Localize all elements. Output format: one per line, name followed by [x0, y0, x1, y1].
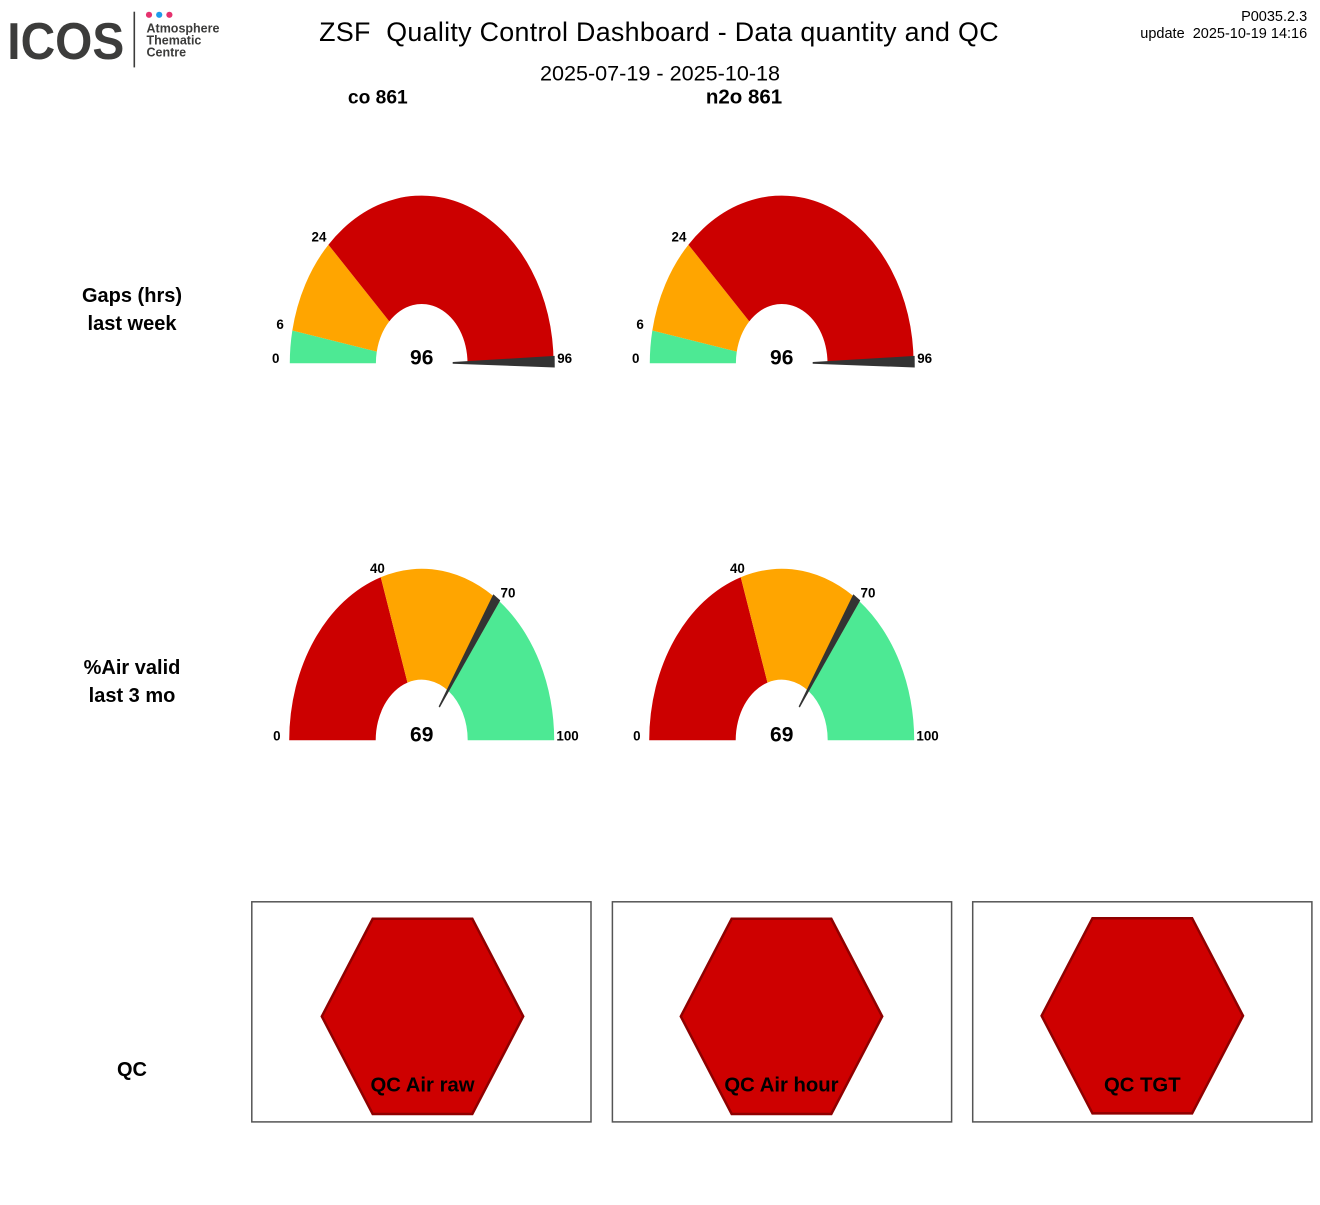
svg-text:last week: last week — [88, 313, 178, 335]
svg-text:69: 69 — [770, 723, 793, 746]
svg-text:0: 0 — [632, 351, 639, 366]
svg-text:ZSF Quality Control Dashboard: ZSF Quality Control Dashboard - Data qua… — [319, 17, 999, 47]
svg-text:co 861: co 861 — [348, 88, 408, 109]
svg-text:70: 70 — [501, 586, 516, 601]
svg-text:Thematic: Thematic — [147, 34, 202, 48]
svg-text:24: 24 — [312, 230, 327, 245]
svg-text:40: 40 — [730, 561, 745, 576]
svg-text:70: 70 — [861, 586, 876, 601]
svg-text:0: 0 — [273, 728, 280, 743]
svg-text:100: 100 — [916, 728, 938, 743]
svg-text:%Air valid: %Air valid — [84, 657, 181, 679]
svg-text:2025-07-19 - 2025-10-18: 2025-07-19 - 2025-10-18 — [540, 60, 780, 85]
svg-text:100: 100 — [556, 728, 578, 743]
svg-text:6: 6 — [276, 317, 283, 332]
svg-text:P0035.2.3: P0035.2.3 — [1241, 9, 1307, 25]
svg-text:update 2025-10-19 14:16: update 2025-10-19 14:16 — [1140, 26, 1307, 42]
svg-text:Centre: Centre — [147, 45, 187, 59]
svg-text:96: 96 — [770, 347, 793, 370]
svg-text:0: 0 — [633, 728, 640, 743]
svg-text:QC: QC — [117, 1059, 147, 1081]
svg-text:last 3 mo: last 3 mo — [89, 685, 176, 707]
svg-text:Gaps (hrs): Gaps (hrs) — [82, 285, 182, 307]
svg-text:24: 24 — [672, 230, 687, 245]
svg-text:6: 6 — [636, 317, 643, 332]
svg-text:QC Air raw: QC Air raw — [370, 1075, 474, 1097]
svg-text:n2o 861: n2o 861 — [706, 86, 782, 109]
svg-text:QC Air hour: QC Air hour — [724, 1075, 838, 1097]
svg-text:96: 96 — [917, 351, 932, 366]
svg-text:96: 96 — [410, 347, 433, 370]
svg-text:0: 0 — [272, 351, 279, 366]
svg-text:96: 96 — [557, 351, 572, 366]
svg-text:69: 69 — [410, 723, 433, 746]
svg-text:Atmosphere: Atmosphere — [147, 22, 220, 36]
svg-text:ICOS: ICOS — [7, 12, 124, 70]
svg-text:QC TGT: QC TGT — [1104, 1075, 1181, 1097]
svg-text:40: 40 — [370, 561, 385, 576]
